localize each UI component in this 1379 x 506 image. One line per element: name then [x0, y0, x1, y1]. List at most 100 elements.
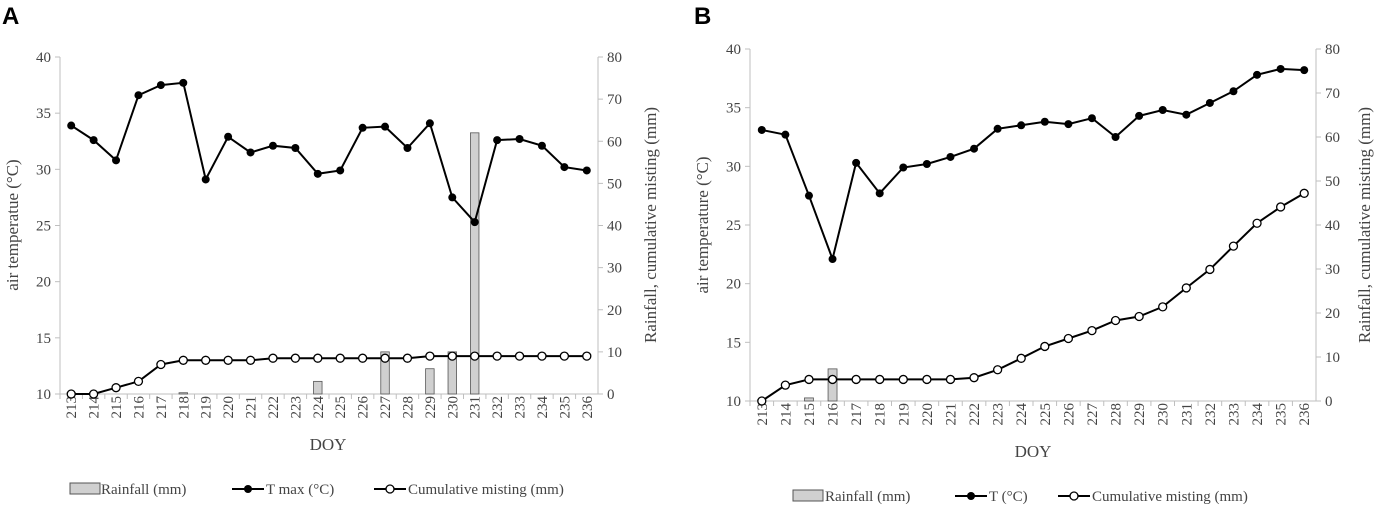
- temperature-point: [970, 144, 979, 153]
- temperature-point: [493, 136, 502, 145]
- cumulative-misting-line: [761, 192, 1305, 402]
- x-tick-label: 233: [1226, 403, 1242, 426]
- panel-b-left-axis-title: air temperature (°C): [693, 156, 712, 293]
- panel-b-legend: Rainfall (mm) T (°C) Cumulative misting …: [792, 489, 1248, 505]
- panel-b-x-axis-title: DOY: [1015, 442, 1052, 461]
- legend-rainfall-label: Rainfall (mm): [825, 489, 910, 505]
- left-tick-label: 40: [726, 42, 741, 58]
- cumulative-misting-point: [851, 374, 861, 385]
- legend-t-marker: [967, 492, 975, 500]
- x-tick-label: 226: [356, 396, 372, 419]
- x-tick-label: 218: [176, 396, 192, 419]
- cumulative-misting-point: [1158, 302, 1168, 312]
- temperature-point: [403, 143, 412, 152]
- x-tick-label: 232: [490, 396, 506, 419]
- left-tick-label: 40: [36, 50, 51, 66]
- cumulative-misting-point: [111, 383, 121, 393]
- cumulative-misting-point: [804, 374, 814, 385]
- x-tick-label: 220: [920, 403, 936, 426]
- cumulative-misting-point: [922, 374, 932, 385]
- cumulative-misting-point: [1134, 311, 1144, 322]
- x-tick-label: 216: [131, 396, 147, 419]
- panel-b-lines: [757, 64, 1309, 406]
- temperature-point: [134, 91, 143, 100]
- temperature-point: [1276, 64, 1285, 73]
- panel-b-right-axis-title: Rainfall, cumulative misting (mm): [1355, 107, 1374, 343]
- temperature-point: [470, 218, 479, 227]
- legend-tmax-label: T max (°C): [266, 482, 334, 498]
- panel-a-lines: [66, 78, 592, 399]
- temperature-point: [804, 191, 813, 200]
- cumulative-misting-point: [357, 353, 368, 363]
- temperature-point: [246, 148, 255, 157]
- left-tick-label: 25: [726, 218, 741, 234]
- cumulative-misting-point: [969, 373, 979, 383]
- rainfall-bar: [804, 397, 814, 402]
- left-tick-label: 30: [726, 159, 741, 175]
- x-tick-label: 231: [468, 396, 484, 419]
- x-tick-label: 218: [873, 403, 889, 426]
- x-tick-label: 225: [1038, 403, 1054, 426]
- left-tick-label: 20: [726, 277, 741, 293]
- panel-b-letter: B: [694, 3, 711, 30]
- right-tick-label: 80: [1325, 42, 1340, 58]
- x-tick-label: 231: [1179, 403, 1195, 426]
- temperature-point: [781, 130, 790, 139]
- x-tick-label: 221: [943, 403, 959, 426]
- right-tick-label: 70: [1325, 86, 1340, 102]
- temperature-point: [1111, 133, 1120, 141]
- x-tick-label: 230: [445, 396, 461, 419]
- cumulative-misting-point: [1063, 333, 1074, 344]
- cumulative-misting-point: [402, 353, 413, 363]
- temperature-point: [1253, 70, 1262, 79]
- temperature-point: [946, 152, 955, 161]
- temperature-point: [358, 123, 367, 132]
- x-tick-label: 223: [991, 403, 1007, 426]
- cumulative-misting-point: [335, 353, 345, 363]
- temperature-point: [67, 121, 76, 130]
- temperature-point: [448, 193, 457, 202]
- x-tick-label: 220: [221, 396, 237, 419]
- temperature-point: [1300, 66, 1309, 75]
- x-tick-label: 213: [755, 403, 771, 426]
- panel-a-x-axis-title: DOY: [310, 435, 347, 454]
- cumulative-misting-point: [156, 359, 166, 370]
- right-tick-label: 70: [607, 92, 622, 108]
- x-tick-label: 219: [896, 403, 912, 426]
- temperature-point: [1229, 87, 1238, 96]
- cumulative-misting-point: [88, 389, 99, 399]
- x-tick-label: 236: [580, 396, 596, 419]
- cumulative-misting-point: [313, 353, 323, 363]
- temperature-point: [89, 136, 98, 145]
- panel-b-axes: [749, 49, 1317, 402]
- right-tick-label: 0: [1325, 394, 1333, 410]
- cumulative-misting-point: [827, 374, 838, 385]
- cumulative-misting-point: [1087, 325, 1097, 336]
- left-tick-label: 35: [36, 106, 51, 122]
- x-tick-label: 217: [154, 396, 170, 419]
- right-tick-label: 50: [1325, 174, 1340, 190]
- temperature-point: [875, 189, 884, 198]
- x-tick-label: 234: [1250, 403, 1266, 426]
- cumulative-misting-point: [537, 351, 547, 361]
- cumulative-misting-point: [470, 351, 480, 361]
- rainfall-bar: [313, 380, 323, 395]
- legend-misting-marker: [385, 484, 395, 494]
- temperature-point: [1064, 120, 1073, 129]
- x-tick-label: 227: [378, 396, 394, 419]
- temperature-point: [268, 141, 277, 150]
- cumulative-misting-point: [268, 353, 278, 363]
- temperature-point: [425, 119, 434, 128]
- panel-a-letter: A: [2, 3, 19, 30]
- cumulative-misting-point: [290, 353, 301, 363]
- x-tick-label: 224: [1014, 403, 1030, 426]
- left-tick-label: 15: [36, 331, 51, 347]
- x-tick-label: 232: [1203, 403, 1219, 426]
- temperature-line: [761, 67, 1305, 263]
- temperature-point: [1158, 106, 1167, 115]
- cumulative-misting-point: [178, 355, 188, 365]
- cumulative-misting-line: [71, 355, 587, 395]
- panel-b-left-ticks: 10 15 20 25 30 35 40: [726, 42, 750, 410]
